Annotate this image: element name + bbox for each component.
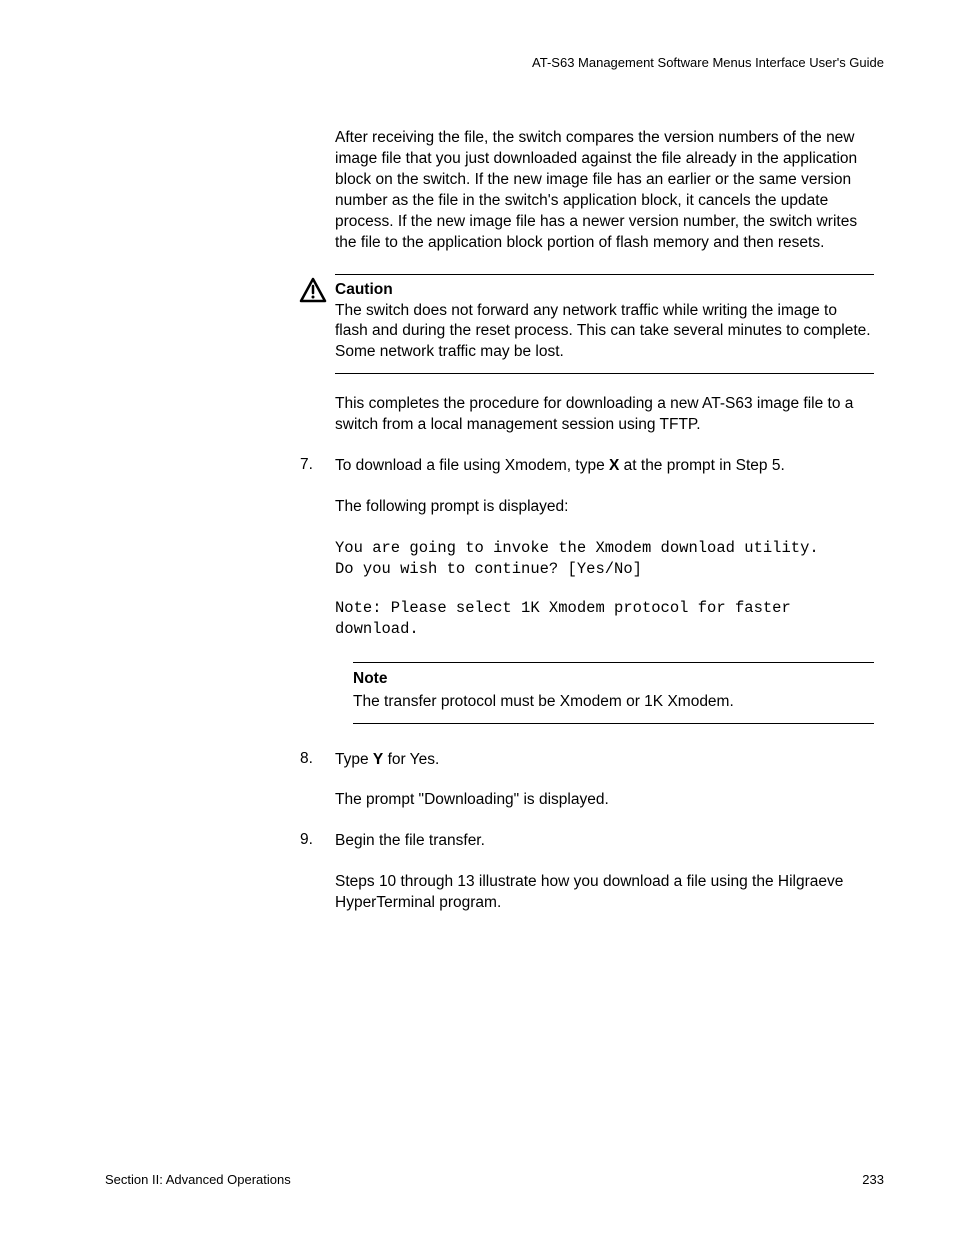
note-callout: Note The transfer protocol must be Xmode… xyxy=(353,662,874,724)
step8-text-a: Type xyxy=(335,751,373,768)
post-caution-text: This completes the procedure for downloa… xyxy=(335,394,874,436)
caution-icon xyxy=(299,277,327,303)
page-footer: Section II: Advanced Operations 233 xyxy=(105,1172,884,1187)
footer-section: Section II: Advanced Operations xyxy=(105,1172,291,1187)
note-text: The transfer protocol must be Xmodem or … xyxy=(353,692,874,713)
note-title: Note xyxy=(353,669,874,690)
step-number: 9. xyxy=(300,831,313,849)
step7-line2: The following prompt is displayed: xyxy=(335,497,874,518)
step9-line1: Begin the file transfer. xyxy=(335,831,874,852)
step7-mono1: You are going to invoke the Xmodem downl… xyxy=(335,538,874,580)
step7-key: X xyxy=(609,457,619,474)
caution-text: The switch does not forward any network … xyxy=(335,301,874,364)
step8-text-b: for Yes. xyxy=(383,751,439,768)
step-number: 7. xyxy=(300,456,313,474)
footer-page-number: 233 xyxy=(862,1172,884,1187)
step9-line2: Steps 10 through 13 illustrate how you d… xyxy=(335,872,874,914)
step8-key: Y xyxy=(373,751,383,768)
step7-text-a: To download a file using Xmodem, type xyxy=(335,457,609,474)
step8-line2: The prompt "Downloading" is displayed. xyxy=(335,790,874,811)
step-number: 8. xyxy=(300,750,313,768)
step-9: 9. Begin the file transfer. Steps 10 thr… xyxy=(300,831,874,914)
page-header: AT-S63 Management Software Menus Interfa… xyxy=(105,55,884,70)
caution-title: Caution xyxy=(335,281,874,299)
intro-paragraph: After receiving the file, the switch com… xyxy=(335,128,874,254)
caution-callout: Caution The switch does not forward any … xyxy=(335,274,874,375)
step-8: 8. Type Y for Yes. The prompt "Downloadi… xyxy=(300,750,874,812)
step-7: 7. To download a file using Xmodem, type… xyxy=(300,456,874,723)
step7-mono2: Note: Please select 1K Xmodem protocol f… xyxy=(335,598,874,640)
step7-text-b: at the prompt in Step 5. xyxy=(619,457,784,474)
